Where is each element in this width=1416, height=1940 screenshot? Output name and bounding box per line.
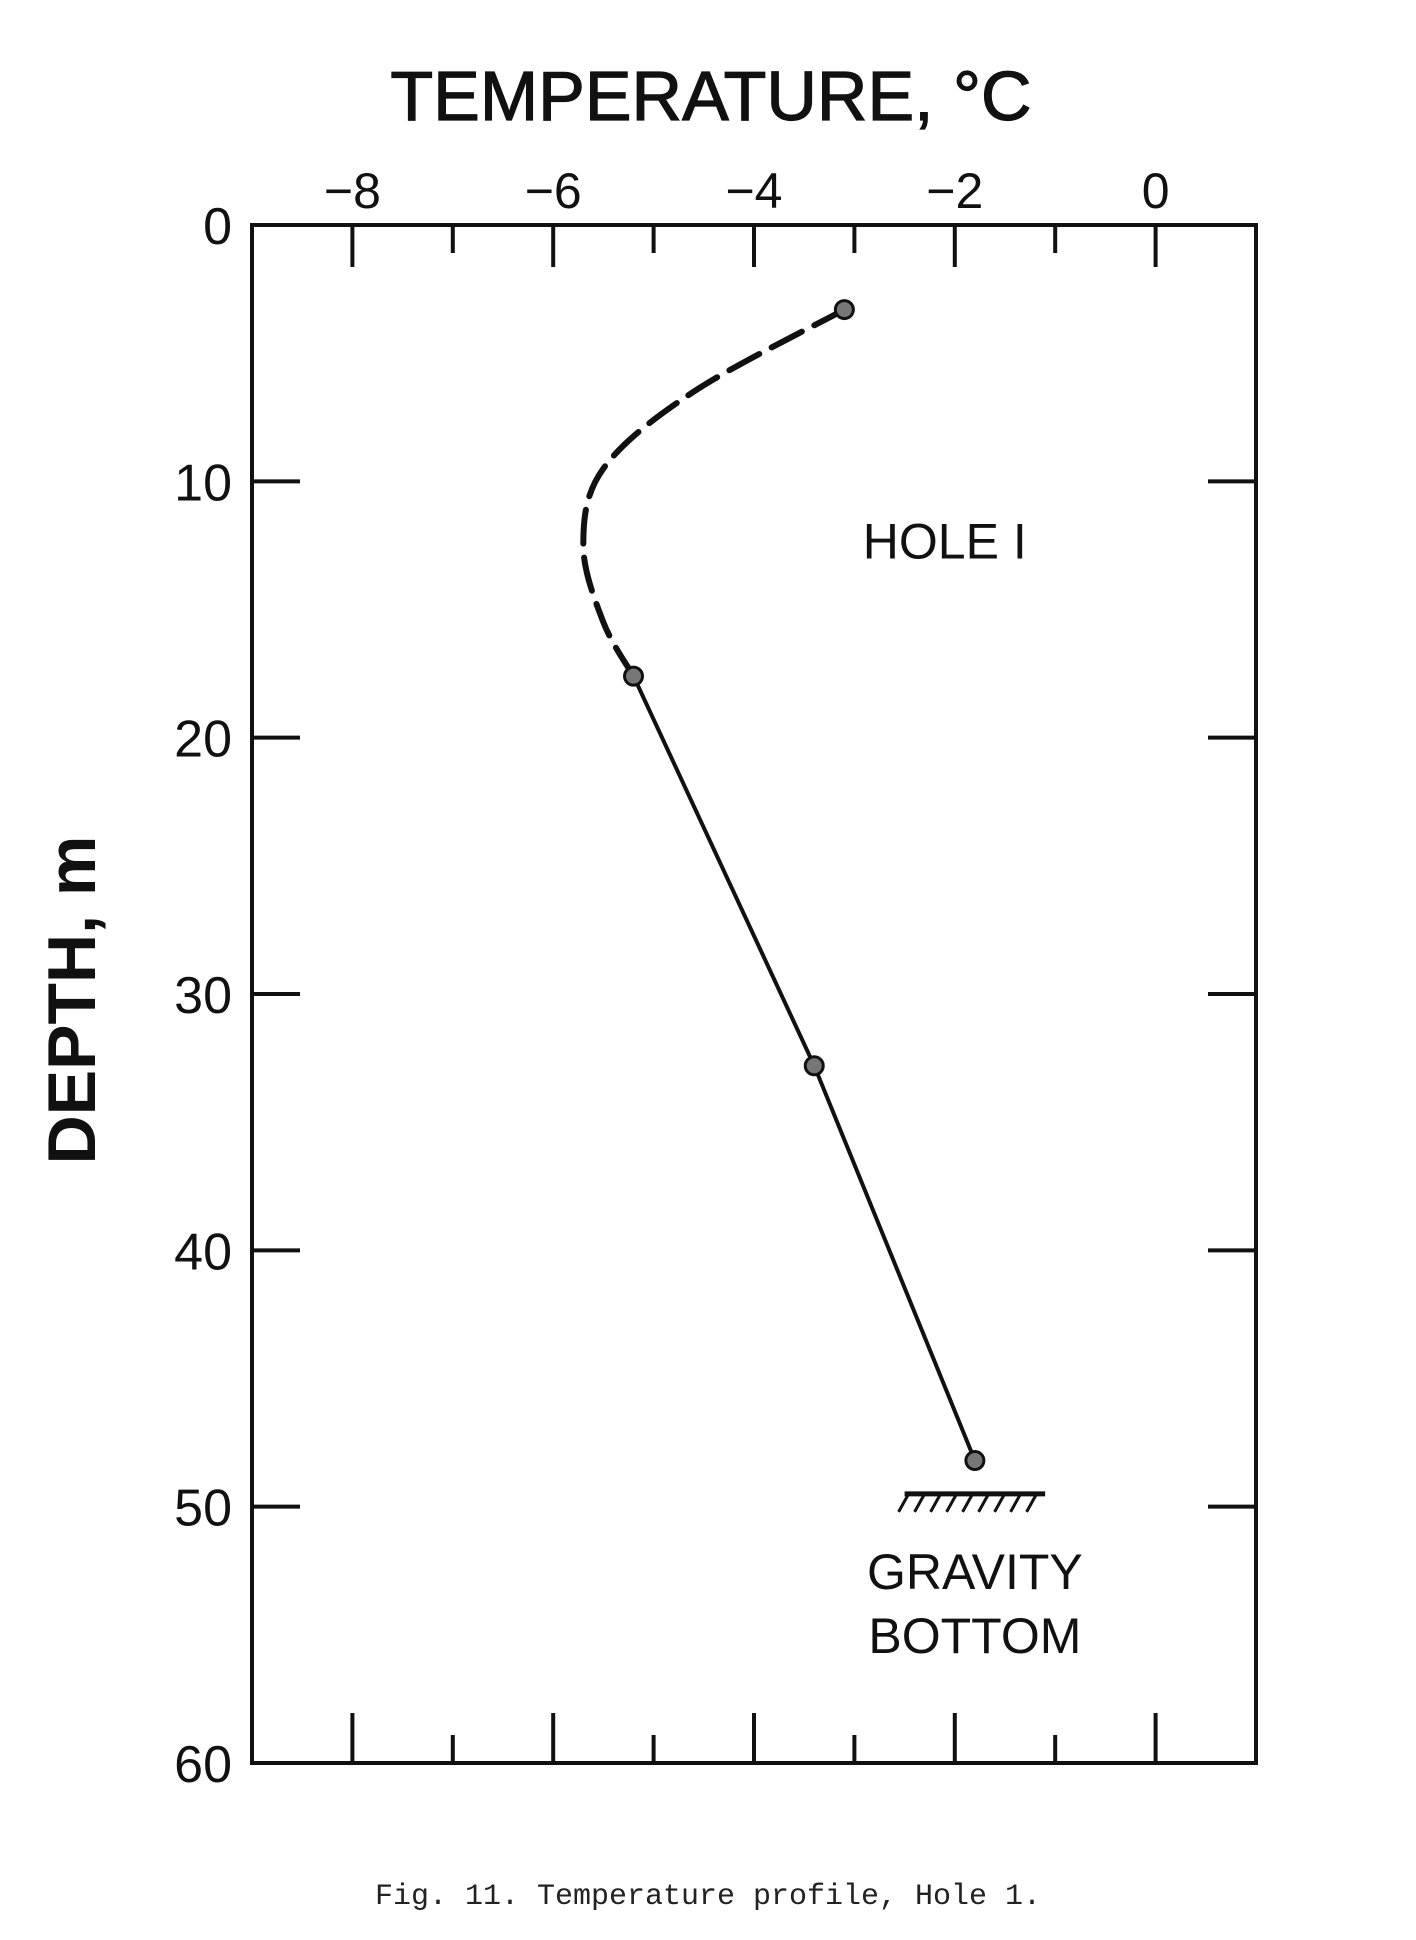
y-tick-label: 10 <box>174 454 232 512</box>
y-tick-label: 0 <box>203 198 232 256</box>
x-tick-label: −8 <box>324 163 381 219</box>
x-axis-title: TEMPERATURE, °C <box>390 57 1031 135</box>
y-axis-title: DEPTH, m <box>34 836 110 1165</box>
y-tick-label: 60 <box>174 1736 232 1794</box>
data-point <box>623 665 645 687</box>
annotations: HOLE I GRAVITY BOTTOM <box>863 513 1083 1664</box>
plot-frame <box>250 223 1258 1765</box>
x-tick-label: 0 <box>1142 163 1170 219</box>
dashed-profile-line <box>580 306 848 680</box>
data-point <box>964 1450 986 1472</box>
annotation-label: GRAVITY <box>867 1544 1083 1600</box>
series-layer <box>580 306 977 1462</box>
x-tick-label: −2 <box>926 163 983 219</box>
y-tick-label: 40 <box>174 1223 232 1281</box>
gravity-bottom-hatch <box>897 1493 910 1513</box>
gravity-bottom-hatch <box>929 1493 942 1513</box>
gravity-bottom-hatch <box>977 1493 990 1513</box>
annotation-label: HOLE I <box>863 513 1027 569</box>
x-tick-label: −6 <box>525 163 582 219</box>
data-point <box>833 299 855 321</box>
x-tick-label: −4 <box>725 163 782 219</box>
gravity-bottom-hatch <box>945 1493 958 1513</box>
axis-tick-labels: −8 −6 −4 −2 0 0 10 20 30 40 50 60 <box>174 163 1169 1794</box>
y-tick-label: 30 <box>174 967 232 1025</box>
data-points <box>623 299 986 1472</box>
y-tick-label: 20 <box>174 711 232 769</box>
gravity-bottom-hatch <box>993 1493 1006 1513</box>
gravity-bottom-hatch <box>913 1493 926 1513</box>
y-tick-label: 50 <box>174 1480 232 1538</box>
gravity-bottom-hatch <box>961 1493 974 1513</box>
temperature-depth-chart: TEMPERATURE, °C DEPTH, m −8 −6 −4 −2 0 0 10 20 3… <box>34 56 1258 1794</box>
annotation-label: BOTTOM <box>868 1608 1081 1664</box>
figure-caption: Fig. 11. Temperature profile, Hole 1. <box>374 1880 1042 1914</box>
axis-ticks <box>252 225 1256 1763</box>
gravity-bottom-hatch <box>1009 1493 1022 1513</box>
data-point <box>803 1055 825 1077</box>
gravity-bottom-hatch <box>1025 1493 1038 1513</box>
